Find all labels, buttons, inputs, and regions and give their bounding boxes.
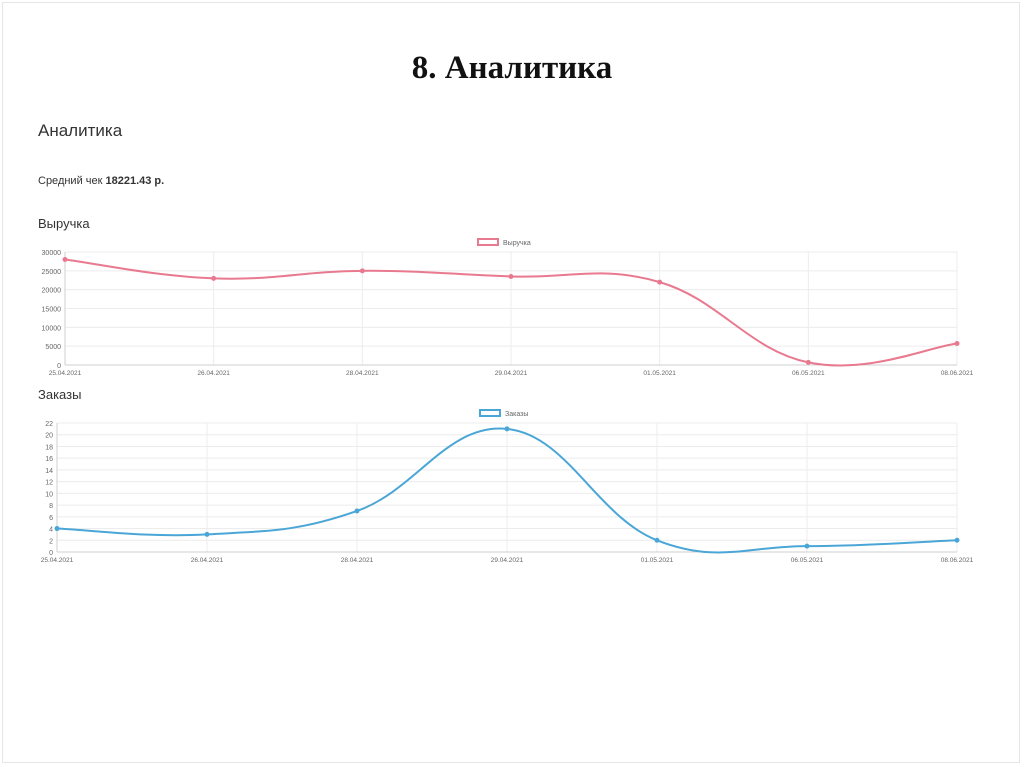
revenue-data-point (805, 359, 811, 365)
orders-x-tick-label: 28.04.2021 (341, 557, 374, 564)
orders-legend-label: Заказы (505, 411, 528, 418)
orders-data-point (204, 531, 210, 537)
orders-x-tick-label: 01.05.2021 (641, 557, 674, 564)
revenue-x-tick-label: 08.06.2021 (941, 370, 974, 377)
revenue-x-tick-label: 06.05.2021 (792, 370, 825, 377)
revenue-chart: Выручка 0 5000 10000 15000 20000 25000 30000 25.… (42, 238, 974, 377)
revenue-x-tick-label: 28.04.2021 (346, 370, 379, 377)
orders-x-tick-label: 26.04.2021 (191, 557, 224, 564)
average-check-value: 18221.43 р. (105, 175, 165, 187)
orders-legend-swatch (479, 409, 501, 417)
revenue-data-point (657, 279, 663, 285)
orders-y-tick-label: 2 (49, 538, 53, 545)
average-check: Средний чек 18221.43 р. (38, 175, 164, 187)
orders-data-point (954, 537, 960, 543)
revenue-y-tick-label: 20000 (42, 288, 62, 295)
slide-title: 8. Аналитика (411, 50, 613, 86)
revenue-x-tick-label: 26.04.2021 (197, 370, 230, 377)
page-heading: Аналитика (38, 121, 123, 140)
revenue-y-tick-label: 10000 (42, 325, 62, 332)
revenue-legend-label: Выручка (503, 240, 531, 247)
orders-y-tick-label: 20 (45, 433, 53, 440)
revenue-data-point (211, 275, 217, 281)
orders-y-tick-label: 22 (45, 421, 53, 428)
orders-x-tick-label: 29.04.2021 (491, 557, 524, 564)
revenue-section-title: Выручка (38, 216, 90, 231)
orders-y-tick-label: 16 (45, 456, 53, 463)
revenue-y-tick-label: 5000 (45, 344, 61, 351)
orders-y-tick-label: 10 (45, 491, 53, 498)
revenue-legend-swatch (477, 238, 499, 246)
orders-data-point (354, 508, 360, 514)
revenue-y-tick-label: 30000 (42, 250, 62, 257)
orders-y-tick-label: 4 (49, 527, 53, 534)
revenue-y-tick-label: 0 (57, 363, 61, 370)
orders-y-tick-label: 14 (45, 468, 53, 475)
revenue-data-point (62, 257, 68, 263)
revenue-x-tick-label: 01.05.2021 (643, 370, 676, 377)
orders-x-tick-label: 06.05.2021 (791, 557, 824, 564)
orders-y-tick-label: 0 (49, 550, 53, 557)
revenue-x-tick-label: 29.04.2021 (495, 370, 528, 377)
orders-legend: Заказы (479, 409, 528, 418)
orders-x-tick-label: 25.04.2021 (41, 557, 74, 564)
average-check-label: Средний чек (38, 175, 103, 187)
orders-chart: Заказы 0 2 4 6 8 10 12 14 16 18 20 22 25.04.2021 26.04… (41, 409, 974, 564)
revenue-y-tick-label: 15000 (42, 307, 62, 314)
orders-data-point (654, 537, 660, 543)
revenue-x-tick-label: 25.04.2021 (49, 370, 82, 377)
orders-data-point (54, 526, 60, 532)
orders-section-title: Заказы (38, 387, 82, 402)
orders-data-point (504, 426, 510, 432)
orders-x-tick-label: 08.06.2021 (941, 557, 974, 564)
orders-y-tick-label: 6 (49, 515, 53, 522)
revenue-legend: Выручка (477, 238, 531, 247)
revenue-data-point (359, 268, 365, 274)
revenue-data-point (508, 273, 514, 279)
revenue-data-point (954, 341, 960, 347)
revenue-y-tick-label: 25000 (42, 269, 62, 276)
orders-data-point (804, 543, 810, 549)
orders-y-tick-label: 8 (49, 503, 53, 510)
orders-y-tick-label: 12 (45, 480, 53, 487)
orders-y-tick-label: 18 (45, 444, 53, 451)
